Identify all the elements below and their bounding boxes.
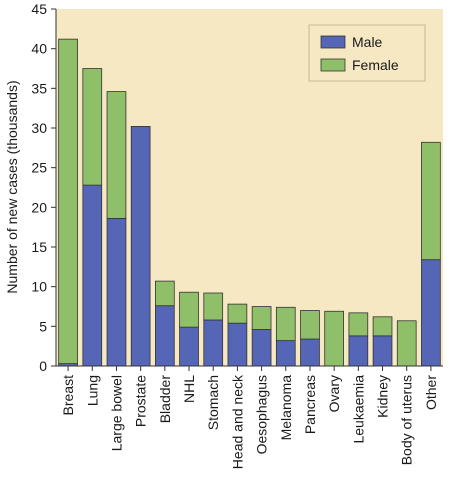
bar-female-9	[275, 306, 296, 342]
x-tick-label-4: Bladder	[157, 375, 173, 424]
bar-male-4	[155, 305, 175, 367]
x-tick-label-0: Breast	[60, 375, 76, 416]
bar-male-6	[203, 319, 224, 367]
y-tick-label-1: 5	[39, 318, 47, 334]
y-axis-title: Number of new cases (thousands)	[4, 80, 20, 293]
y-tick-label-8: 40	[31, 41, 47, 57]
bar-female-12	[348, 312, 369, 337]
y-tick-label-7: 35	[31, 80, 47, 96]
x-tick-label-10: Pancreas	[302, 375, 318, 434]
bars-layer	[58, 38, 441, 367]
bar-female-8	[251, 306, 272, 330]
legend: Male Female	[308, 24, 426, 82]
bar-female-6	[203, 292, 224, 321]
bar-female-13	[372, 316, 393, 337]
x-tick-label-1: Lung	[84, 375, 100, 406]
y-tick-label-0: 0	[39, 358, 47, 374]
x-tick-label-6: Stomach	[205, 375, 221, 430]
bar-male-12	[348, 335, 369, 367]
y-tick-label-5: 25	[31, 160, 47, 176]
bar-male-8	[251, 329, 272, 367]
x-tick-label-12: Leukaemia	[350, 375, 366, 444]
bar-female-4	[155, 280, 175, 307]
bar-male-10	[300, 338, 320, 367]
x-tick-label-15: Other	[423, 375, 439, 410]
bar-female-7	[227, 303, 248, 324]
bar-male-1	[82, 184, 103, 367]
bar-male-13	[372, 335, 393, 367]
x-tick-label-7: Head and neck	[229, 374, 245, 469]
x-tick-label-9: Melanoma	[278, 375, 294, 441]
x-tick-label-11: Ovary	[326, 375, 342, 412]
x-tick-label-14: Body of uterus	[399, 375, 415, 465]
legend-swatch-male	[320, 35, 346, 49]
bar-female-0	[58, 38, 78, 365]
x-axis-ticks: Breast Lung Large bowel Prostate Bladder NHL S…	[60, 366, 439, 469]
bar-female-5	[179, 291, 199, 328]
bar-male-9	[275, 340, 296, 367]
bar-female-11	[324, 310, 344, 367]
legend-label-male: Male	[352, 34, 383, 50]
y-tick-label-3: 15	[31, 239, 47, 255]
x-tick-label-5: NHL	[181, 375, 197, 403]
bar-male-2	[106, 218, 127, 367]
legend-box	[308, 24, 426, 82]
x-tick-label-3: Prostate	[133, 375, 149, 427]
y-tick-label-4: 20	[31, 199, 47, 215]
bar-female-10	[300, 310, 320, 340]
y-tick-label-6: 30	[31, 120, 47, 136]
bar-male-3	[130, 126, 151, 367]
legend-swatch-female	[320, 58, 346, 72]
legend-label-female: Female	[352, 57, 399, 73]
bar-male-5	[179, 326, 199, 367]
y-axis-ticks: 0 5 10 15 20 25 30 35 40 45	[31, 1, 56, 374]
bar-female-2	[106, 91, 127, 219]
bar-male-7	[227, 322, 248, 367]
x-tick-label-2: Large bowel	[108, 375, 124, 451]
bar-male-15	[421, 259, 441, 367]
x-tick-label-8: Oesophagus	[254, 375, 270, 454]
bar-female-1	[82, 68, 103, 186]
x-tick-label-13: Kidney	[375, 375, 391, 418]
y-tick-label-9: 45	[31, 1, 47, 17]
bar-female-14	[396, 320, 417, 367]
bar-female-15	[421, 141, 441, 261]
y-tick-label-2: 10	[31, 279, 47, 295]
